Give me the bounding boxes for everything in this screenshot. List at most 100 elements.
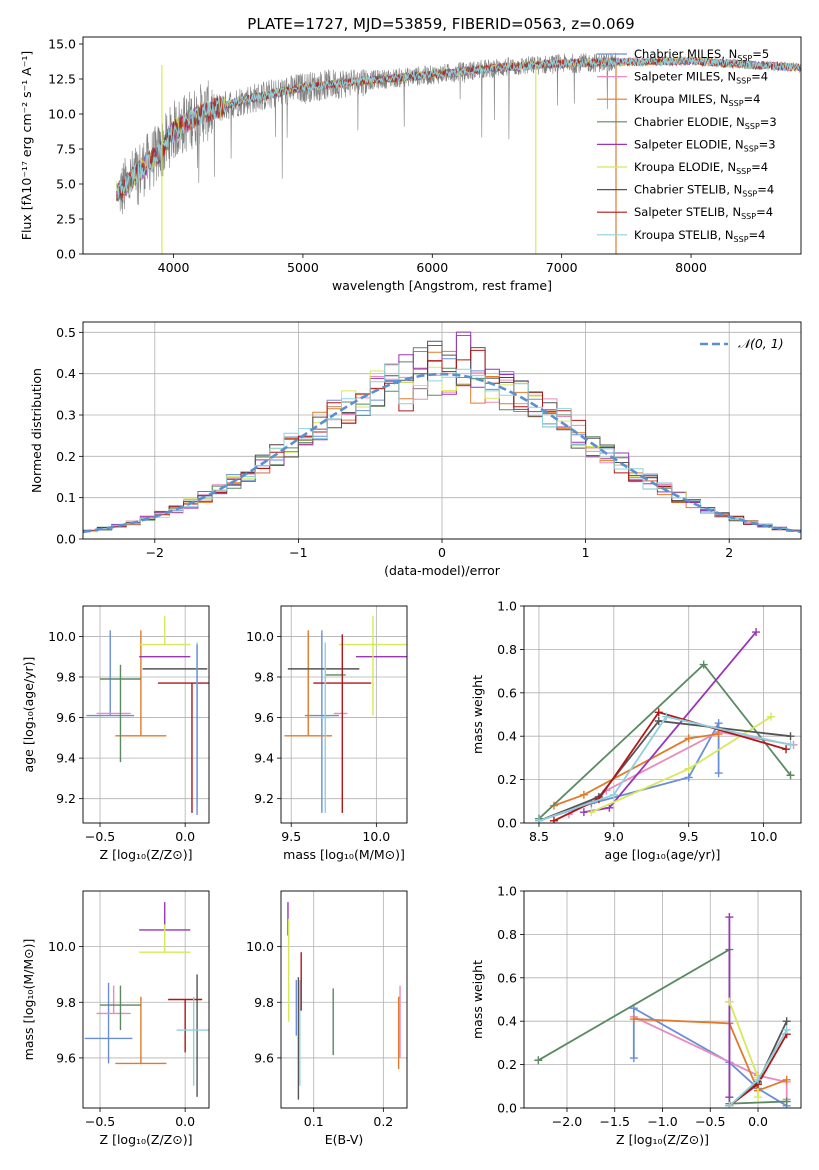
axes-frame <box>82 890 210 1109</box>
y-tick-label: 0.6 <box>497 685 517 700</box>
y-axis-label: Normed distribution <box>29 368 44 493</box>
spectrum-legend: Chabrier MILES, NSSP=5 Salpeter MILES, NS… <box>597 47 777 244</box>
y-tick-label: 5.0 <box>56 177 76 192</box>
weight-marker-salpeter_stelib <box>782 745 791 754</box>
x-tick-label: 5000 <box>287 260 319 275</box>
weight-marker-salpeter_elodie <box>725 1093 734 1102</box>
x-tick-label: 9.5 <box>679 829 699 844</box>
axes-frame <box>82 36 802 255</box>
x-tick-label: −0.5 <box>85 829 115 844</box>
plot-area <box>86 616 209 815</box>
axes-frame <box>82 605 210 824</box>
y-tick-label: 7.5 <box>56 142 76 157</box>
weight-line-chabrier_stelib <box>538 720 791 822</box>
weight-marker-kroupa_stelib <box>782 1025 791 1034</box>
x-tick-label: 4000 <box>158 260 190 275</box>
legend-label-salpeter_miles: Salpeter MILES, NSSP=4 <box>634 70 768 86</box>
legend-label-chabrier_elodie: Chabrier ELODIE, NSSP=3 <box>634 115 777 131</box>
weight-marker-chabrier_miles <box>629 1054 638 1063</box>
weight-marker-kroupa_elodie <box>754 1093 763 1102</box>
y-tick-label: 10.0 <box>246 939 274 954</box>
weight-marker-chabrier_miles <box>714 769 723 778</box>
y-tick-label: 15.0 <box>48 37 76 52</box>
y-tick-label: 9.6 <box>56 1050 76 1065</box>
x-tick-label: −0.5 <box>695 1114 725 1129</box>
weight-marker-kroupa_elodie <box>587 808 596 817</box>
x-tick-label: −2 <box>146 545 164 560</box>
y-axis-label: mass [log₁₀(M/M⊙)] <box>21 939 36 1061</box>
observed-spectrum-line <box>118 52 617 215</box>
weight-marker-salpeter_elodie <box>725 913 734 922</box>
y-tick-label: 0.4 <box>497 729 517 744</box>
y-tick-label: 1.0 <box>497 884 517 899</box>
weight-marker-chabrier_stelib <box>654 717 663 726</box>
weight-vs-age-panel: 8.5 9.0 9.5 10.0 0.0 0.2 0.4 0.6 0.8 1.0 age [log₁… <box>470 599 802 862</box>
y-tick-label: 0.0 <box>497 1101 517 1116</box>
weight-marker-salpeter_stelib <box>549 816 558 823</box>
weight-marker-kroupa_stelib <box>725 1101 734 1108</box>
x-tick-label: 6000 <box>416 260 448 275</box>
x-axis-label: E(B-V) <box>325 1132 364 1147</box>
y-tick-label: 12.5 <box>48 72 76 87</box>
y-tick-label: 9.8 <box>254 669 274 684</box>
plot-area <box>83 331 801 534</box>
y-tick-label: 9.8 <box>56 669 76 684</box>
weight-marker-kroupa_stelib <box>662 712 671 721</box>
x-tick-label: −0.5 <box>85 1114 115 1129</box>
age-vs-mass-panel: 9.5 10.0 9.2 9.4 9.6 9.8 10.0 mass [log₁₀(M/M⊙)… <box>246 605 408 862</box>
x-axis-label: Z [log₁₀(Z/Z⊙)] <box>616 1132 709 1147</box>
x-axis-label: age [log₁₀(age/yr)] <box>605 847 721 862</box>
legend-label-salpeter_elodie: Salpeter ELODIE, NSSP=3 <box>634 137 776 153</box>
axes-frame <box>280 890 408 1109</box>
weight-line-kroupa_stelib <box>538 715 791 822</box>
x-tick-label: 0.0 <box>748 1114 768 1129</box>
x-axis-label: Z [log₁₀(Z/Z⊙)] <box>100 847 193 862</box>
weight-marker-kroupa_miles <box>629 1015 638 1024</box>
legend-label-chabrier_miles: Chabrier MILES, NSSP=5 <box>634 47 769 63</box>
weight-marker-kroupa_elodie <box>767 712 776 721</box>
y-tick-label: 0.8 <box>497 642 517 657</box>
weight-marker-kroupa_miles <box>714 730 723 739</box>
x-axis-label: (data-model)/error <box>384 563 501 578</box>
mass-vs-metallicity-panel: −0.5 0.0 9.6 9.8 10.0 Z [log₁₀(Z/Z⊙)] mass [lo… <box>21 890 210 1147</box>
residuals-panel: −2 −1 0 1 2 0.0 0.1 0.2 0.3 0.4 0.5 (data-model)/er… <box>29 321 802 578</box>
x-tick-label: −1.5 <box>600 1114 630 1129</box>
y-tick-label: 2.5 <box>56 212 76 227</box>
x-tick-label: 10.0 <box>362 829 390 844</box>
x-tick-label: 7000 <box>546 260 578 275</box>
model-spectrum-kroupa_stelib <box>116 55 801 199</box>
y-tick-label: 9.6 <box>254 710 274 725</box>
y-tick-label: 9.2 <box>56 791 76 806</box>
weight-marker-kroupa_stelib <box>534 816 543 823</box>
y-axis-label: mass weight <box>470 960 485 1039</box>
y-tick-label: 9.4 <box>56 751 76 766</box>
y-tick-label: 0.4 <box>56 366 76 381</box>
weight-line-kroupa_miles <box>553 733 719 807</box>
y-tick-label: 9.4 <box>254 751 274 766</box>
weight-marker-kroupa_stelib <box>609 790 618 799</box>
weight-marker-chabrier_elodie <box>782 1097 791 1106</box>
x-tick-label: 0 <box>438 545 446 560</box>
legend-label-salpeter_stelib: Salpeter STELIB, NSSP=4 <box>634 205 773 221</box>
x-tick-label: 10.0 <box>750 829 778 844</box>
x-tick-label: 0.0 <box>175 1114 195 1129</box>
weight-marker-chabrier_stelib <box>786 732 795 741</box>
y-tick-label: 10.0 <box>48 629 76 644</box>
y-tick-label: 0.5 <box>56 325 76 340</box>
weight-marker-salpeter_stelib <box>654 708 663 717</box>
plot-area <box>84 902 209 1097</box>
y-axis-label: Flux [fλ10⁻¹⁷ erg cm⁻² s⁻¹ A⁻¹] <box>19 51 34 240</box>
weight-line-salpeter_stelib <box>553 711 787 822</box>
weight-marker-chabrier_stelib <box>782 1017 791 1026</box>
weight-marker-kroupa_miles <box>684 734 693 743</box>
weight-marker-kroupa_elodie <box>684 764 693 773</box>
weight-marker-kroupa_miles <box>579 790 588 799</box>
weight-marker-chabrier_miles <box>684 773 693 782</box>
y-tick-label: 0.1 <box>56 490 76 505</box>
y-tick-label: 10.0 <box>48 939 76 954</box>
weight-marker-kroupa_elodie <box>725 997 734 1006</box>
plot-area <box>284 616 407 813</box>
x-axis-label: mass [log₁₀(M/M⊙)] <box>283 847 405 862</box>
x-tick-label: 9.0 <box>604 829 624 844</box>
